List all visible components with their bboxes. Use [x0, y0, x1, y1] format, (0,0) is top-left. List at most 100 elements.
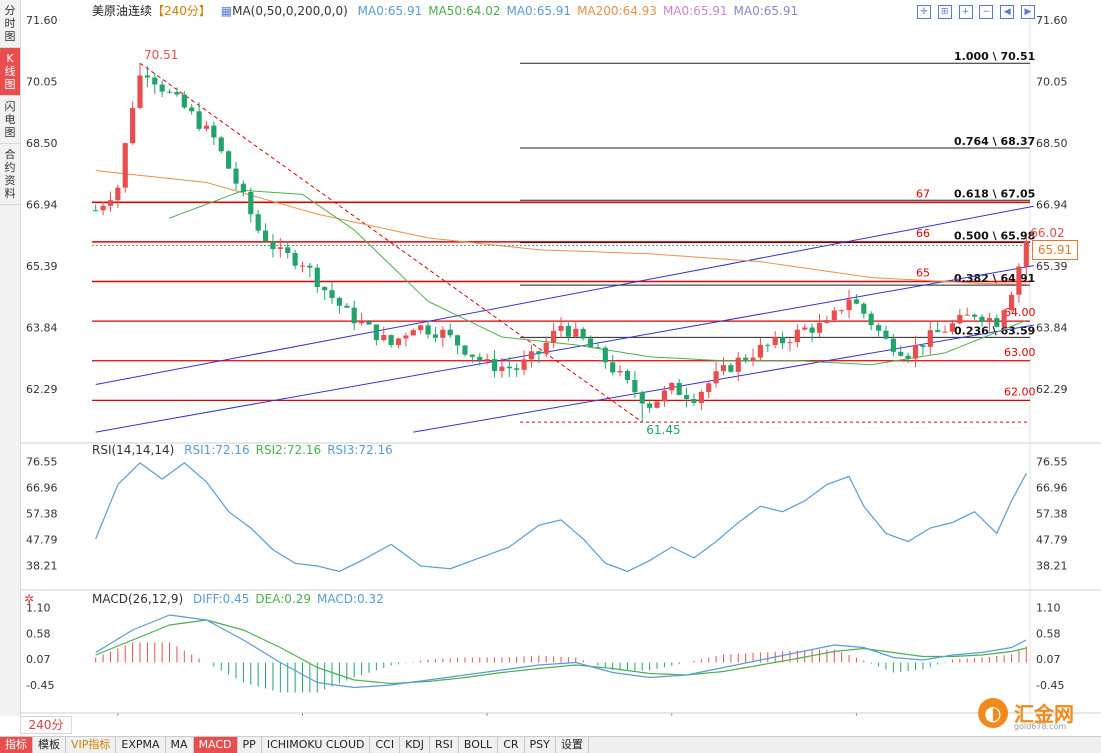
- trend-channel-line: [413, 324, 1034, 433]
- tab-vip指标[interactable]: VIP指标: [66, 737, 117, 753]
- rsi-tick-label-right: 76.55: [1036, 455, 1068, 468]
- fib-label: 0.236 \ 63.59: [954, 324, 1035, 337]
- candle-body: [750, 357, 756, 360]
- candle-body: [802, 327, 808, 330]
- candle-body: [1023, 241, 1029, 267]
- indicator-tab-bar: 指标 模板 VIP指标 EXPMA MA MACD PP ICHIMOKU CLOUD CCI K…: [0, 736, 1101, 753]
- tab-指标[interactable]: 指标: [0, 737, 33, 753]
- tab-rsi[interactable]: RSI: [430, 737, 459, 753]
- sidebar-tab-char: 电: [4, 113, 16, 126]
- candle-body: [115, 187, 121, 201]
- tab-boll[interactable]: BOLL: [459, 737, 499, 753]
- candle-body: [986, 318, 992, 322]
- candle-body: [130, 107, 136, 144]
- tab-pp[interactable]: PP: [238, 737, 262, 753]
- candle-body: [381, 335, 387, 341]
- tab-ichimoku-cloud[interactable]: ICHIMOKU CLOUD: [262, 737, 371, 753]
- candle-body: [277, 247, 283, 250]
- left-arrow-icon[interactable]: ◀: [1000, 5, 1015, 19]
- candle-body: [957, 314, 963, 324]
- candle-body: [890, 338, 896, 352]
- candle-body: [772, 337, 778, 346]
- candle-body: [912, 345, 919, 359]
- macd-tick-label-right: -0.45: [1036, 679, 1064, 692]
- dea-line: [95, 619, 1027, 685]
- price-tick-label-right: 71.60: [1036, 14, 1068, 27]
- candle-body: [602, 347, 608, 363]
- right-arrow-icon[interactable]: ▶: [1021, 5, 1035, 19]
- price-label: 66.02: [1030, 226, 1064, 240]
- candle-body: [107, 200, 114, 206]
- rsi-tick-label-right: 66.96: [1036, 481, 1068, 494]
- sidebar-tab-3[interactable]: 合约资料: [0, 144, 20, 205]
- indicator-value: DEA:0.29: [255, 592, 311, 606]
- plus-icon[interactable]: +: [958, 5, 973, 19]
- tab-ma[interactable]: MA: [166, 737, 194, 753]
- tab-cci[interactable]: CCI: [370, 737, 401, 753]
- candle-body: [543, 342, 549, 354]
- candle-body: [580, 328, 586, 339]
- candle-body: [299, 265, 306, 267]
- candle-body: [336, 297, 343, 306]
- candle-body: [905, 355, 911, 359]
- rsi-values: RSI1:72.16 RSI2:72.16 RSI3:72.16: [184, 443, 399, 457]
- candle-body: [174, 91, 180, 95]
- candle-body: [846, 299, 852, 311]
- minus-icon[interactable]: −: [979, 5, 994, 19]
- sidebar-tab-0[interactable]: 分时图: [0, 0, 20, 48]
- sidebar-tab-char: 时: [4, 17, 16, 30]
- tab-模板[interactable]: 模板: [33, 737, 66, 753]
- tab-psy[interactable]: PSY: [525, 737, 556, 753]
- indicator-value: RSI2:72.16: [255, 443, 322, 457]
- candle-body: [720, 365, 727, 372]
- candle-body: [152, 77, 158, 85]
- candle-body: [713, 371, 719, 384]
- candle-body: [647, 403, 653, 408]
- tab-expma[interactable]: EXPMA: [116, 737, 166, 753]
- price-tick-label-right: 63.84: [1036, 321, 1068, 334]
- candle-body: [691, 398, 697, 403]
- rsi-line: [95, 462, 1027, 573]
- sidebar-tab-char: 约: [4, 161, 16, 174]
- candle-body: [432, 334, 439, 338]
- price-tick-label-left: 66.94: [26, 199, 58, 212]
- chart-area[interactable]: 71.60 71.60 70.05 70.05 68.50 68.50 66.94 66.94…: [20, 0, 1101, 716]
- grid-icon[interactable]: ⊞: [937, 5, 952, 19]
- macd-params: MACD(26,12,9): [92, 592, 184, 606]
- candle-body: [373, 324, 379, 341]
- candle-body: [551, 330, 557, 343]
- decline-dashed-line: [139, 62, 643, 423]
- indicator-value: DIFF:0.45: [192, 592, 250, 606]
- price-tick-label-left: 65.39: [26, 260, 58, 273]
- price-tick-label-right: 66.94: [1036, 199, 1068, 212]
- tab-设置[interactable]: 设置: [556, 737, 589, 753]
- candle-body: [831, 310, 837, 321]
- candle-body: [558, 325, 564, 331]
- ma-values: MA0:65.91 MA50:64.02 MA0:65.91 MA200:64.93 M…: [358, 4, 804, 18]
- candle-body: [418, 325, 424, 331]
- sidebar-tab-2[interactable]: 闪电图: [0, 96, 20, 144]
- price-label: 61.45: [646, 423, 680, 437]
- candle-body: [794, 329, 800, 343]
- candle-body: [307, 265, 313, 268]
- tab-kdj[interactable]: KDJ: [400, 737, 431, 753]
- candle-body: [329, 290, 335, 298]
- diff-line: [95, 614, 1027, 689]
- indicator-value: MA0:65.91: [662, 4, 728, 18]
- candle-body: [757, 344, 764, 358]
- candle-body: [226, 151, 232, 169]
- candle-body: [676, 382, 682, 395]
- rsi-tick-label-left: 38.21: [26, 559, 58, 572]
- fib-label: 1.000 \ 70.51: [954, 50, 1035, 63]
- candle-body: [824, 320, 830, 323]
- tab-macd[interactable]: MACD: [193, 737, 238, 753]
- candle-body: [211, 125, 217, 138]
- crosshair-icon[interactable]: ✛: [916, 5, 931, 19]
- indicator-value: MA0:65.91: [506, 4, 572, 18]
- candle-body: [883, 330, 889, 339]
- macd-tick-label-left: 1.10: [26, 602, 51, 615]
- tab-cr[interactable]: CR: [498, 737, 525, 753]
- period-selector[interactable]: 240分: [20, 716, 72, 734]
- candle-body: [322, 287, 328, 291]
